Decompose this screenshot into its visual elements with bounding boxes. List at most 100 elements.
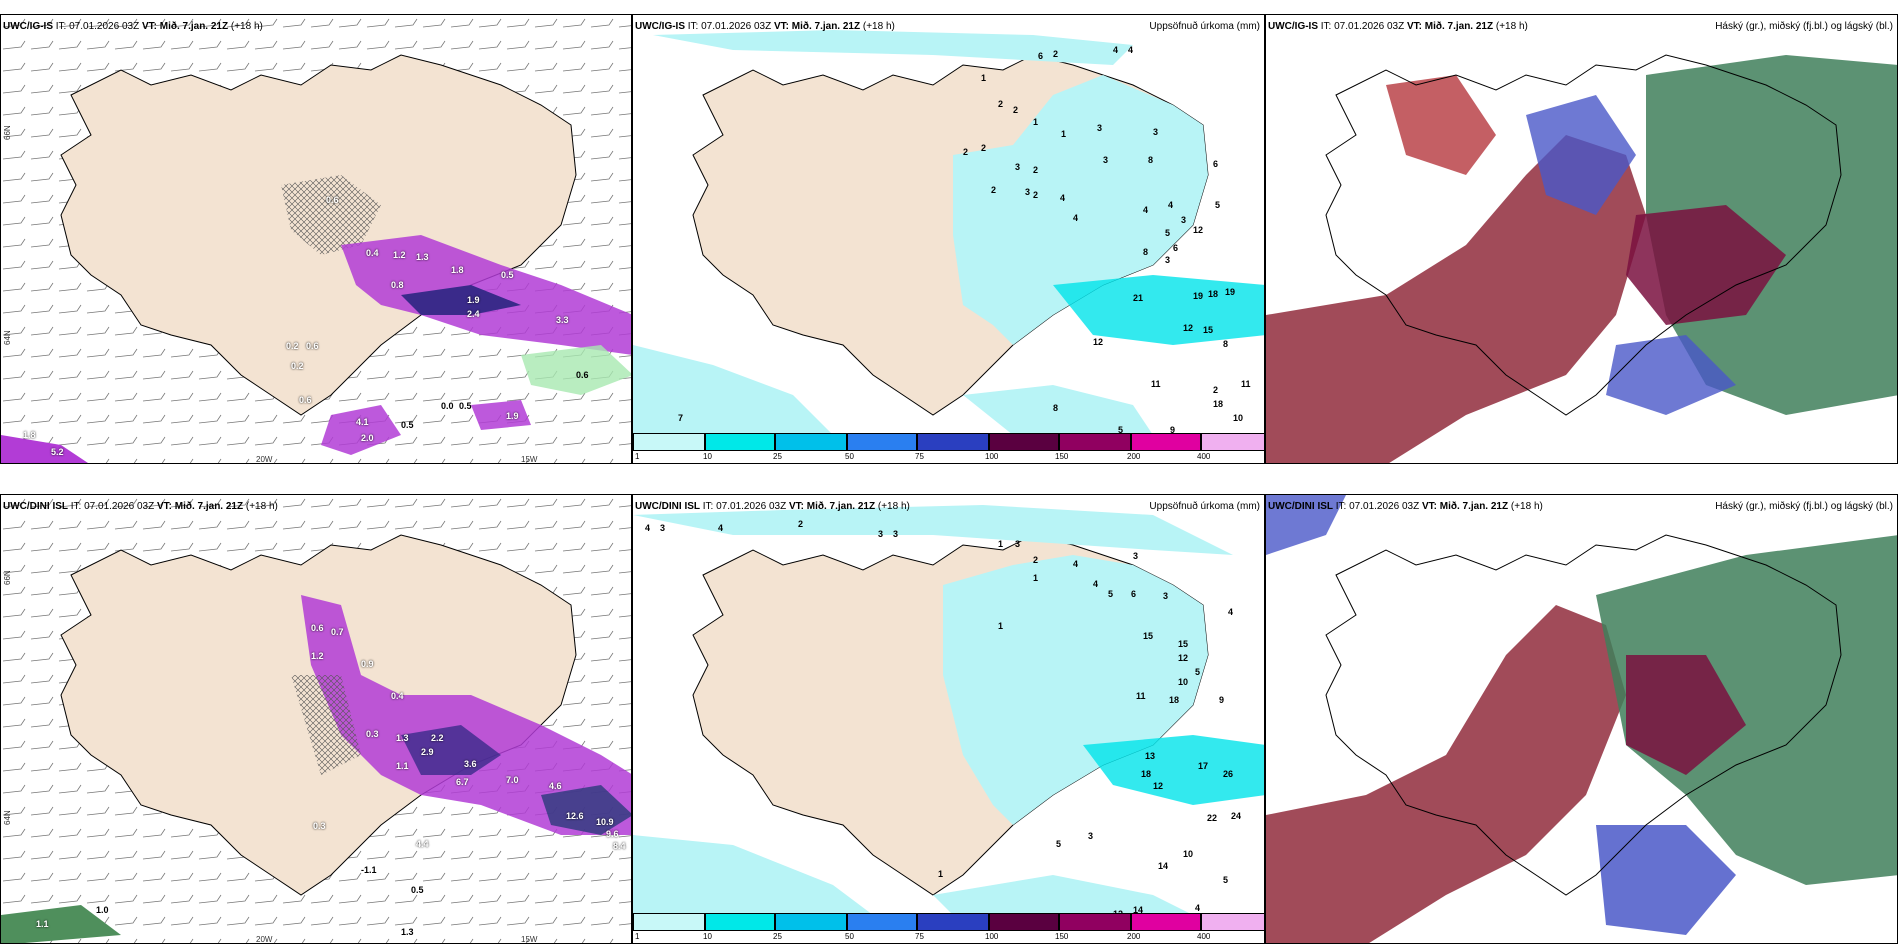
cloud-blue <box>1266 495 1346 555</box>
value-label: 1.2 <box>393 250 406 260</box>
value-label: 5.2 <box>51 447 64 457</box>
value-label: 4 <box>1168 200 1174 210</box>
value-label: 1.2 <box>311 651 324 661</box>
value-label: 5 <box>1108 589 1114 599</box>
legend-swatch <box>633 913 705 931</box>
value-label: 4.1 <box>356 417 369 427</box>
precip-dark <box>401 725 501 775</box>
value-label: 3 <box>1088 831 1094 841</box>
value-label: 2.0 <box>361 433 374 443</box>
value-label: 0.5 <box>401 420 414 430</box>
value-label: 9 <box>1219 695 1225 705</box>
value-label: 0.9 <box>361 659 374 669</box>
legend-tick: 50 <box>845 452 854 461</box>
precip-area <box>953 75 1208 345</box>
legend-swatch <box>847 433 917 451</box>
value-label: 0.2 <box>286 341 299 351</box>
value-label: 1.1 <box>36 919 49 929</box>
map-precip <box>633 30 1264 435</box>
value-label: 26 <box>1223 769 1234 779</box>
legend-tick: 1 <box>635 452 640 461</box>
precip-hatch <box>281 175 381 255</box>
legend-tick: 150 <box>1055 932 1069 941</box>
panel-header: UWC/IG-IS IT: 07.01.2026 03Z VT: Mið. 7.… <box>3 21 263 32</box>
precip-dark-2 <box>541 785 631 835</box>
value-label: 0.7 <box>331 627 344 637</box>
value-label: 6 <box>1131 589 1137 599</box>
legend-tick: 75 <box>915 932 924 941</box>
value-label: 22 <box>1207 813 1218 823</box>
value-label: 0.3 <box>366 729 379 739</box>
legend-tick: 200 <box>1127 452 1141 461</box>
value-label: 2 <box>1033 555 1039 565</box>
legend-swatch <box>775 913 847 931</box>
map-wind-precip <box>1 495 631 943</box>
panel-header: UWC/DINI ISL IT: 07.01.2026 03Z VT: Mið.… <box>1268 501 1543 512</box>
cloud-purple <box>1626 655 1746 775</box>
value-label: 12 <box>1093 337 1104 347</box>
panel-dini-precip: UWC/DINI ISL IT: 07.01.2026 03Z VT: Mið.… <box>632 494 1265 944</box>
value-label: 3 <box>1181 215 1187 225</box>
value-label: 15 <box>1203 325 1214 335</box>
value-label: 7 <box>678 413 684 423</box>
legend-swatch <box>1201 913 1264 931</box>
legend-swatch <box>989 913 1059 931</box>
value-label: 5 <box>1223 875 1229 885</box>
value-label: 0.5 <box>411 885 424 895</box>
value-label: 1.3 <box>396 733 409 743</box>
value-label: 6 <box>1213 159 1219 169</box>
legend-tick: 150 <box>1055 452 1069 461</box>
value-label: 3 <box>660 523 666 533</box>
value-label: 19 <box>1225 287 1236 297</box>
value-label: 2 <box>991 185 997 195</box>
value-label: 17 <box>1198 761 1209 771</box>
precip-green <box>1 905 121 943</box>
legend-swatch <box>917 433 989 451</box>
value-label: 4 <box>645 523 651 533</box>
value-label: 4.4 <box>416 839 429 849</box>
value-label: 1 <box>1061 129 1067 139</box>
value-label: 1 <box>1033 117 1039 127</box>
value-label: 4 <box>1143 205 1149 215</box>
panel-title: Háský (gr.), miðský (fj.bl.) og lágský (… <box>1715 21 1893 32</box>
value-label: -1.1 <box>361 865 377 875</box>
precip-area-3 <box>933 875 1193 915</box>
sea-precip <box>633 835 873 915</box>
legend-tick: 25 <box>773 932 782 941</box>
legend-swatch <box>775 433 847 451</box>
value-label: 6.7 <box>456 777 469 787</box>
value-label: 5 <box>1165 228 1171 238</box>
legend-tick: 200 <box>1127 932 1141 941</box>
value-label: 4 <box>718 523 724 533</box>
value-label: 1 <box>938 869 944 879</box>
legend-tick: 400 <box>1197 932 1211 941</box>
value-label: 24 <box>1231 811 1242 821</box>
value-label: 0.6 <box>576 370 589 380</box>
value-label: 4 <box>1093 579 1099 589</box>
value-label: 2 <box>981 143 987 153</box>
lat-label: 66N <box>3 570 12 585</box>
value-label: 4 <box>1073 559 1079 569</box>
cloud-red-2 <box>1386 75 1496 175</box>
value-label: 2 <box>1013 105 1019 115</box>
panel-title: Uppsöfnuð úrkoma (mm) <box>1149 21 1260 32</box>
value-label: 2 <box>1033 165 1039 175</box>
value-label: 15 <box>1178 639 1189 649</box>
value-label: 3.6 <box>464 759 477 769</box>
value-label: 0.3 <box>313 821 326 831</box>
value-label: 0.0 <box>441 401 454 411</box>
value-label: 2.2 <box>431 733 444 743</box>
value-label: 1.8 <box>451 265 464 275</box>
precip-purple-4 <box>471 400 531 430</box>
value-label: 3 <box>1165 255 1171 265</box>
value-label: 0.8 <box>391 280 404 290</box>
value-label: 4.6 <box>549 781 562 791</box>
value-label: 3.3 <box>556 315 569 325</box>
value-label: 18 <box>1208 289 1219 299</box>
value-label: 6 <box>1173 243 1179 253</box>
value-label: 0.6 <box>326 195 339 205</box>
cloud-red <box>1266 605 1626 943</box>
legend-tick: 10 <box>703 932 712 941</box>
value-label: 4 <box>1113 45 1119 55</box>
value-label: 3 <box>1103 155 1109 165</box>
